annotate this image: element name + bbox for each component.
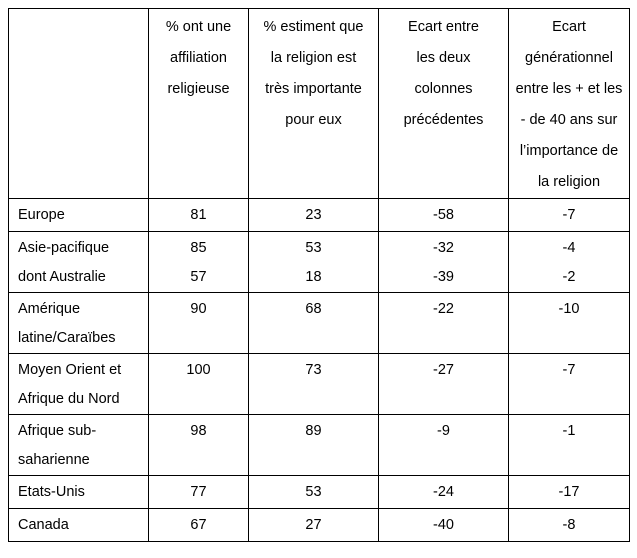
affiliation-cell: 100 xyxy=(148,353,249,415)
region-cell: Afrique sub- saharienne xyxy=(8,414,149,476)
importance-cell: 53 xyxy=(248,475,379,509)
generation-gap-cell: -17 xyxy=(508,475,630,509)
gap-cell: -27 xyxy=(378,353,509,415)
generation-gap-cell: -1 xyxy=(508,414,630,476)
table-row: Afrique sub- saharienne 98 89 -9 -1 xyxy=(8,414,630,476)
column-header-gap: Ecart entre les deux colonnes précédente… xyxy=(378,8,509,199)
region-cell: Moyen Orient et Afrique du Nord xyxy=(8,353,149,415)
generation-gap-cell: -8 xyxy=(508,508,630,542)
gap-cell: -58 xyxy=(378,198,509,232)
importance-cell: 73 xyxy=(248,353,379,415)
table-row: Amérique latine/Caraïbes 90 68 -22 -10 xyxy=(8,292,630,354)
region-cell: Europe xyxy=(8,198,149,232)
affiliation-cell: 67 xyxy=(148,508,249,542)
importance-cell: 68 xyxy=(248,292,379,354)
region-cell: Amérique latine/Caraïbes xyxy=(8,292,149,354)
gap-cell: -24 xyxy=(378,475,509,509)
affiliation-cell: 81 xyxy=(148,198,249,232)
generation-gap-cell: -7 xyxy=(508,353,630,415)
gap-cell: -40 xyxy=(378,508,509,542)
importance-cell: 23 xyxy=(248,198,379,232)
generation-gap-cell: -4 -2 xyxy=(508,231,630,293)
table-row: Etats-Unis 77 53 -24 -17 xyxy=(8,475,630,509)
gap-cell: -32 -39 xyxy=(378,231,509,293)
column-header-importance: % estiment que la religion est très impo… xyxy=(248,8,379,199)
importance-cell: 53 18 xyxy=(248,231,379,293)
region-cell: Etats-Unis xyxy=(8,475,149,509)
table-row: Moyen Orient et Afrique du Nord 100 73 -… xyxy=(8,353,630,415)
importance-cell: 89 xyxy=(248,414,379,476)
affiliation-cell: 85 57 xyxy=(148,231,249,293)
affiliation-cell: 98 xyxy=(148,414,249,476)
document-page: % ont une affiliation religieuse % estim… xyxy=(8,8,630,542)
gap-cell: -22 xyxy=(378,292,509,354)
table-row: Europe 81 23 -58 -7 xyxy=(8,198,630,232)
importance-cell: 27 xyxy=(248,508,379,542)
column-header-region xyxy=(8,8,149,199)
column-header-affiliation: % ont une affiliation religieuse xyxy=(148,8,249,199)
gap-cell: -9 xyxy=(378,414,509,476)
table-row: Asie-pacifique dont Australie 85 57 53 1… xyxy=(8,231,630,293)
affiliation-cell: 90 xyxy=(148,292,249,354)
region-cell: Canada xyxy=(8,508,149,542)
generation-gap-cell: -10 xyxy=(508,292,630,354)
column-header-generation-gap: Ecart générationnel entre les + et les -… xyxy=(508,8,630,199)
region-cell: Asie-pacifique dont Australie xyxy=(8,231,149,293)
header-row: % ont une affiliation religieuse % estim… xyxy=(8,8,630,199)
affiliation-cell: 77 xyxy=(148,475,249,509)
generation-gap-cell: -7 xyxy=(508,198,630,232)
religion-stats-table: % ont une affiliation religieuse % estim… xyxy=(8,8,630,542)
table-row: Canada 67 27 -40 -8 xyxy=(8,508,630,542)
